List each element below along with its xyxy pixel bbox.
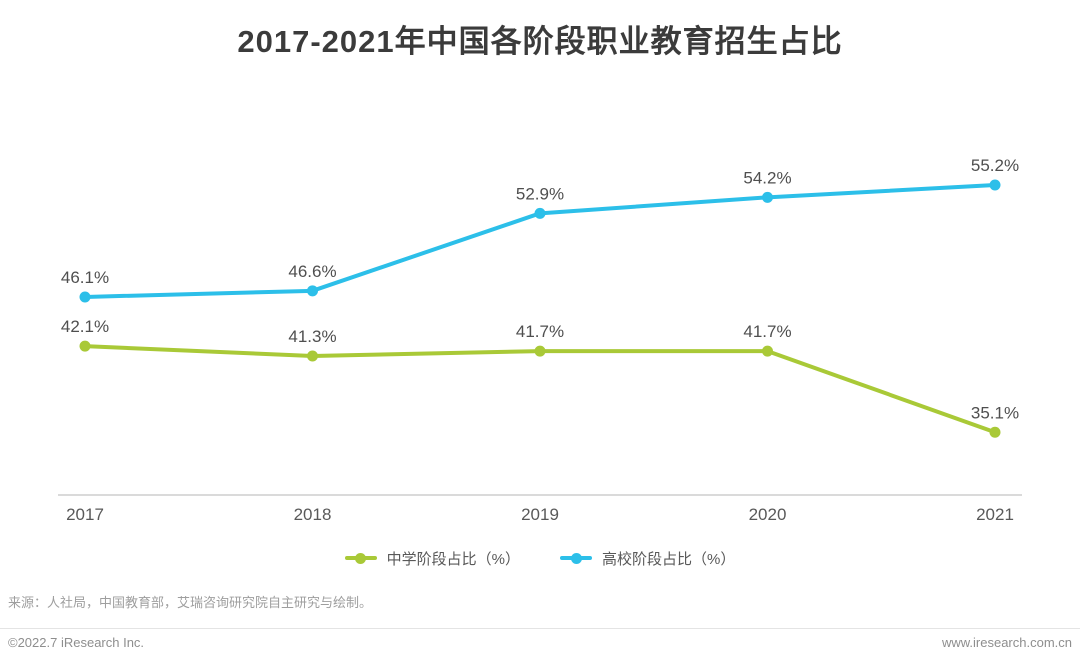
- data-point: [989, 179, 1001, 191]
- footer-copyright: ©2022.7 iResearch Inc.: [8, 635, 145, 650]
- data-point-label: 46.6%: [288, 262, 336, 281]
- legend-item-higher-education[interactable]: 高校阶段占比（%）: [560, 548, 735, 569]
- data-point: [534, 207, 546, 219]
- data-point-label: 42.1%: [61, 317, 109, 336]
- legend-marker-green-icon: [344, 552, 377, 564]
- data-point: [307, 285, 318, 297]
- chart-title: 2017-2021年中国各阶段职业教育招生占比: [237, 24, 843, 59]
- footer-bar: ©2022.7 iResearch Inc. www.iresearch.com…: [0, 628, 1080, 656]
- x-axis-tick-label: 2020: [749, 505, 787, 524]
- data-point-label: 55.2%: [971, 156, 1019, 175]
- data-point-label: 54.2%: [743, 168, 791, 187]
- series-line-0: [83, 344, 997, 435]
- x-axis-tick-label: 2018: [294, 505, 332, 524]
- chart-legend: 中学阶段占比（%） 高校阶段占比（%）: [0, 544, 1080, 572]
- data-point: [989, 426, 1001, 438]
- data-point: [762, 345, 773, 357]
- source-note: 来源：人社局，中国教育部，艾瑞咨询研究院自主研究与绘制。: [8, 595, 373, 610]
- data-point-label: 52.9%: [516, 184, 564, 203]
- legend-label-higher-education: 高校阶段占比（%）: [602, 550, 736, 568]
- data-point: [762, 191, 773, 203]
- data-point: [79, 340, 91, 352]
- line-chart: 2017 2018 2019 2020 2021 42.1% 41.3% 41.7% 41.7%…: [58, 156, 1022, 524]
- data-point: [307, 350, 318, 362]
- data-point: [79, 291, 91, 303]
- data-point: [534, 345, 546, 357]
- footer-website[interactable]: www.iresearch.com.cn: [941, 635, 1072, 650]
- legend-marker-blue-icon: [560, 552, 592, 564]
- data-point-label: 41.7%: [516, 322, 564, 341]
- data-point-label: 35.1%: [971, 403, 1019, 422]
- x-axis-tick-label: 2017: [66, 505, 104, 524]
- legend-label-middle-school: 中学阶段占比（%）: [386, 550, 520, 568]
- data-point-label: 41.3%: [288, 327, 336, 346]
- legend-item-middle-school[interactable]: 中学阶段占比（%）: [344, 548, 520, 569]
- data-point-label: 46.1%: [61, 268, 109, 287]
- data-point-label: 41.7%: [743, 322, 791, 341]
- x-axis-tick-label: 2019: [521, 505, 559, 524]
- x-axis-tick-label: 2021: [976, 505, 1014, 524]
